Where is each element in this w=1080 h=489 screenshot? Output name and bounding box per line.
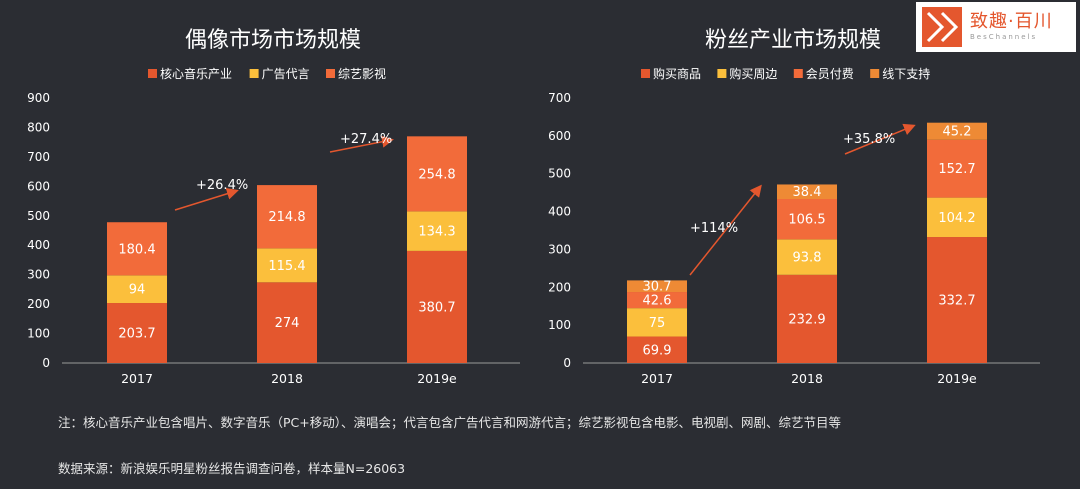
data-label: 93.8 (793, 251, 822, 266)
bar-segment (407, 211, 467, 251)
y-tick-label: 0 (563, 356, 571, 370)
legend-label-2: 会员付费 (806, 67, 854, 81)
growth-arrow (844, 123, 916, 155)
data-label: 38.4 (793, 185, 822, 200)
footnote: 注：核心音乐产业包含唱片、数字音乐（PC+移动）、演唱会；代言包含广告代言和网游… (58, 415, 841, 430)
data-label: 134.3 (418, 225, 455, 240)
y-tick-label: 200 (548, 280, 571, 294)
legend-swatch-2 (793, 69, 803, 78)
bar-segment (107, 303, 167, 363)
y-tick-label: 100 (548, 318, 571, 332)
legend-swatch-0 (148, 69, 157, 78)
legend-label-0: 购买商品 (653, 66, 701, 81)
bar-segment (927, 139, 987, 198)
data-source: 数据来源：新浪娱乐明星粉丝报告调查问卷，样本量N=26063 (58, 461, 406, 476)
y-tick-label: 300 (548, 242, 571, 256)
y-tick-label: 700 (27, 150, 50, 164)
data-label: 380.7 (418, 300, 455, 315)
legend-swatch-0 (641, 69, 650, 78)
data-label: 69.9 (643, 343, 672, 358)
data-label: 152.7 (938, 162, 975, 177)
y-tick-label: 100 (27, 327, 50, 341)
legend-label-2: 综艺影视 (338, 66, 386, 81)
data-label: 254.8 (418, 167, 455, 182)
y-tick-label: 600 (27, 179, 50, 193)
y-tick-label: 400 (548, 205, 571, 219)
data-label: 42.6 (643, 294, 672, 309)
chart-title-fan-industry: 粉丝产业市场规模 (705, 28, 882, 53)
y-tick-label: 0 (42, 356, 50, 370)
data-label: 203.7 (118, 327, 155, 342)
y-tick-label: 600 (548, 129, 571, 143)
x-tick-label: 2017 (641, 371, 673, 386)
growth-label: +26.4% (196, 178, 248, 193)
data-label: 45.2 (943, 125, 972, 140)
x-tick-label: 2018 (791, 371, 823, 386)
bar-segment (927, 237, 987, 363)
bar-segment (777, 239, 837, 275)
bar-segment (107, 222, 167, 276)
data-label: 180.4 (118, 242, 155, 257)
legend-label-3: 线下支持 (882, 66, 930, 81)
legend-swatch-3 (870, 69, 880, 78)
x-tick-label: 2019e (417, 371, 457, 386)
bar-segment (407, 136, 467, 212)
chart-title-idol-market: 偶像市场市场规模 (185, 28, 362, 53)
brand-logo: 致趣·百川 BesChannels (916, 2, 1076, 52)
y-tick-label: 700 (548, 91, 571, 105)
growth-arrow (174, 187, 239, 211)
logo-subtitle: BesChannels (970, 33, 1038, 41)
data-label: 75 (649, 316, 666, 331)
bar-segment (257, 185, 317, 249)
bar-segment (627, 336, 687, 363)
growth-label: +35.8% (843, 132, 895, 147)
logo-name: 致趣·百川 (970, 11, 1053, 32)
bar-segment (257, 282, 317, 363)
legend-swatch-1 (249, 69, 259, 78)
data-label: 104.2 (938, 211, 975, 226)
logo-icon (922, 7, 962, 47)
x-tick-label: 2018 (271, 371, 303, 386)
x-tick-label: 2017 (121, 371, 153, 386)
growth-arrow (689, 184, 762, 276)
y-tick-label: 800 (27, 120, 50, 134)
y-tick-label: 400 (27, 238, 50, 252)
bar-segment (777, 199, 837, 240)
growth-label: +114% (690, 221, 738, 236)
y-tick-label: 200 (27, 297, 50, 311)
data-label: 30.7 (643, 280, 672, 295)
data-label: 214.8 (268, 210, 305, 225)
legend-label-0: 核心音乐产业 (160, 66, 232, 81)
bar-segment (257, 248, 317, 283)
x-tick-label: 2019e (937, 371, 977, 386)
data-label: 274 (275, 316, 300, 331)
bar-segment (107, 275, 167, 304)
bar-segment (627, 308, 687, 337)
legend-label-1: 广告代言 (262, 67, 310, 81)
bar-segment (927, 122, 987, 140)
bar-segment (407, 250, 467, 363)
bar-segment (627, 280, 687, 293)
data-label: 115.4 (268, 259, 305, 274)
y-tick-label: 500 (27, 209, 50, 223)
data-label: 232.9 (788, 312, 825, 327)
y-tick-label: 900 (27, 91, 50, 105)
y-tick-label: 300 (27, 268, 50, 282)
bar-segment (927, 197, 987, 238)
data-label: 332.7 (938, 294, 975, 309)
data-label: 94 (129, 283, 146, 298)
bar-segment (777, 274, 837, 363)
growth-label: +27.4% (340, 132, 392, 147)
y-tick-label: 500 (548, 167, 571, 181)
data-label: 106.5 (788, 213, 825, 228)
bar-segment (777, 184, 837, 200)
bar-segment (627, 292, 687, 309)
legend-swatch-1 (717, 69, 727, 78)
legend-swatch-2 (326, 69, 335, 78)
legend-label-1: 购买周边 (729, 66, 777, 81)
growth-arrow (329, 135, 394, 153)
